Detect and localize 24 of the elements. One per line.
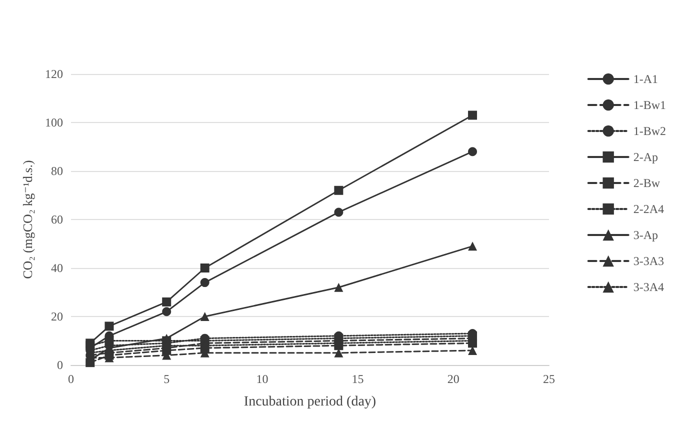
y-tick-label: 40	[51, 261, 63, 275]
legend-label: 1-Bw1	[633, 98, 666, 112]
y-tick-label: 0	[57, 358, 63, 372]
legend-label: 3-Ap	[633, 228, 658, 242]
x-tick-label: 15	[352, 372, 364, 386]
legend-label: 2-Bw	[633, 176, 660, 190]
legend-label: 1-A1	[633, 72, 658, 86]
legend-label: 2-2A4	[633, 202, 664, 216]
x-tick-label: 20	[447, 372, 460, 386]
y-axis-title: CO₂ (mgCO₂ kg⁻¹d.s.)	[20, 160, 36, 279]
y-tick-label: 60	[51, 212, 63, 226]
legend-label: 2-Ap	[633, 150, 658, 164]
x-tick-label: 25	[543, 372, 555, 386]
y-tick-label: 80	[51, 164, 63, 178]
y-tick-label: 100	[45, 116, 63, 130]
x-axis-title: Incubation period (day)	[244, 394, 376, 410]
y-tick-label: 120	[45, 67, 63, 81]
y-tick-label: 20	[51, 310, 63, 324]
x-tick-label: 10	[256, 372, 268, 386]
legend-label: 3-3A3	[633, 254, 664, 268]
legend-label: 1-Bw2	[633, 124, 666, 138]
legend-label: 3-3A4	[633, 280, 664, 294]
x-tick-label: 5	[164, 372, 170, 386]
x-tick-label: 0	[68, 372, 74, 386]
